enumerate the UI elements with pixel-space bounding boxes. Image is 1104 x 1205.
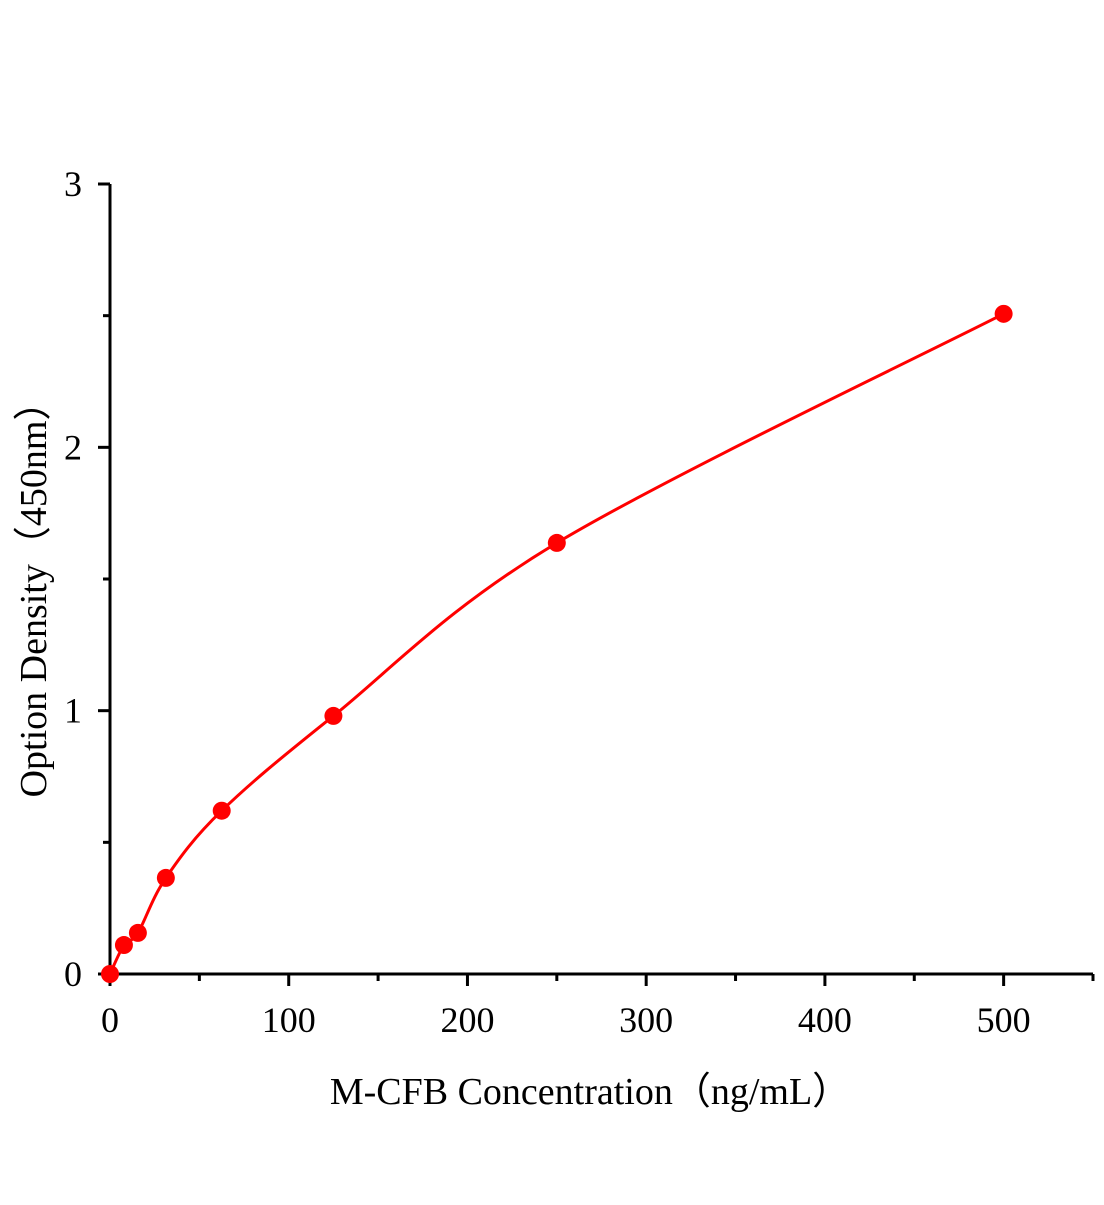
y-axis-label: Option Density（450nm） bbox=[13, 383, 55, 798]
fit-curve bbox=[108, 312, 1005, 975]
x-tick-label: 500 bbox=[977, 1000, 1031, 1040]
data-point bbox=[156, 868, 175, 887]
x-tick-label: 200 bbox=[440, 1000, 494, 1040]
data-points bbox=[101, 304, 1013, 983]
data-point bbox=[212, 801, 231, 820]
data-point bbox=[114, 936, 133, 955]
x-axis-label: M-CFB Concentration（ng/mL） bbox=[330, 1071, 850, 1113]
y-tick-label: 3 bbox=[64, 164, 82, 204]
x-tick-label: 100 bbox=[262, 1000, 316, 1040]
x-tick-label: 0 bbox=[101, 1000, 119, 1040]
y-tick-label: 1 bbox=[64, 691, 82, 731]
y-tick-label: 0 bbox=[64, 954, 82, 994]
data-point bbox=[128, 923, 147, 942]
axes: 0 100 200 300 400 500 0 1 2 3 bbox=[64, 164, 1095, 1040]
x-tick-label: 300 bbox=[619, 1000, 673, 1040]
data-point bbox=[324, 706, 343, 725]
data-point bbox=[101, 965, 119, 983]
x-tick-label: 400 bbox=[798, 1000, 852, 1040]
y-tick-label: 2 bbox=[64, 427, 82, 467]
data-point bbox=[547, 533, 566, 552]
data-point bbox=[994, 304, 1013, 323]
